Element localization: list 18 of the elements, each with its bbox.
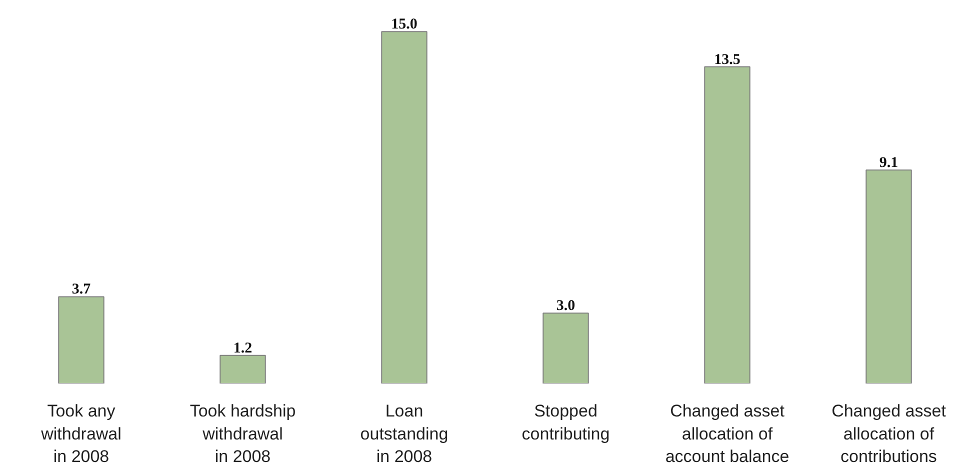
bar — [381, 31, 428, 384]
data-label: 13.5 — [714, 52, 740, 68]
data-label: 3.7 — [72, 282, 92, 298]
bar — [58, 296, 104, 384]
x-tick-label: Loan outstanding in 2008 — [360, 402, 448, 466]
bar — [542, 312, 589, 384]
x-tick-label: Changed asset allocation of account balance — [665, 402, 790, 466]
bar — [866, 170, 912, 384]
bar — [220, 354, 266, 384]
data-label: 1.2 — [233, 340, 252, 356]
x-tick-label: Stopped contributing — [522, 402, 610, 444]
x-tick-label: Took hardship withdrawal in 2008 — [190, 402, 296, 466]
bar — [704, 66, 750, 384]
x-tick-label: Took any withdrawal in 2008 — [40, 402, 122, 466]
data-label: 15.0 — [391, 16, 418, 33]
data-label: 9.1 — [879, 155, 898, 172]
data-label: 3.0 — [556, 298, 576, 314]
x-tick-label: Changed asset allocation of contributions — [832, 402, 946, 466]
